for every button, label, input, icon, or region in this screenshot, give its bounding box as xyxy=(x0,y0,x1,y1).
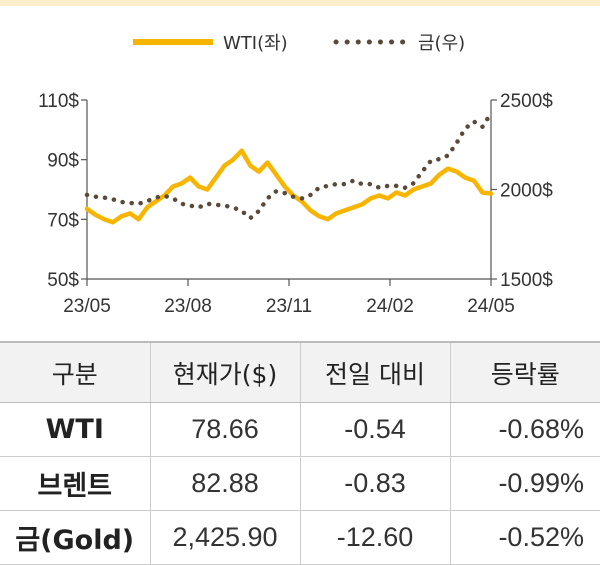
header-price: 현재가($) xyxy=(149,341,300,403)
left-tick-label: 70$ xyxy=(47,210,79,231)
row-name: 금(Gold) xyxy=(0,510,150,565)
table-row: 브렌트 82.88 -0.83 -0.99% xyxy=(0,456,600,511)
left-tick-label: 50$ xyxy=(47,270,79,291)
line-chart: WTI(좌) 금(우) 110$ 90$ 70$ 50$ 2500$ 2000$ 1500$… xyxy=(38,33,553,317)
x-tick-label: 23/08 xyxy=(164,296,212,317)
chart-ticks: 110$ 90$ 70$ 50$ 2500$ 2000$ 1500$ 23/05 23/08 23… xyxy=(38,91,553,317)
plot-area xyxy=(84,111,494,225)
row-rate: -0.68% xyxy=(449,402,600,457)
legend-wti-label: WTI(좌) xyxy=(223,33,288,54)
row-name: WTI xyxy=(0,402,150,457)
x-tick-label: 23/11 xyxy=(266,296,312,317)
top-border xyxy=(0,0,600,6)
chart-legend: WTI(좌) 금(우) xyxy=(133,33,465,54)
row-change: -12.60 xyxy=(299,510,450,565)
table-row: WTI 78.66 -0.54 -0.68% xyxy=(0,402,600,457)
row-name: 브렌트 xyxy=(0,456,150,511)
price-table: 구분 현재가($) 전일 대비 등락률 WTI 78.66 -0.54 -0.6… xyxy=(0,341,600,565)
gold-series-line xyxy=(84,111,494,221)
x-tick-label: 24/05 xyxy=(467,296,515,317)
row-change: -0.54 xyxy=(299,402,450,457)
row-price: 78.66 xyxy=(149,402,300,457)
row-price: 82.88 xyxy=(149,456,300,511)
row-change: -0.83 xyxy=(299,456,450,511)
row-rate: -0.99% xyxy=(449,456,600,511)
left-tick-label: 90$ xyxy=(47,151,79,172)
legend-gold-label: 금(우) xyxy=(418,33,465,54)
left-tick-label: 110$ xyxy=(38,91,79,112)
right-tick-label: 2500$ xyxy=(500,91,553,112)
table-header-row: 구분 현재가($) 전일 대비 등락률 xyxy=(0,341,600,403)
table-row: 금(Gold) 2,425.90 -12.60 -0.52% xyxy=(0,510,600,565)
x-tick-label: 24/02 xyxy=(366,296,414,317)
header-category: 구분 xyxy=(0,341,150,403)
x-tick-label: 23/05 xyxy=(63,296,111,317)
row-price: 2,425.90 xyxy=(149,510,300,565)
header-change: 전일 대비 xyxy=(299,341,450,403)
header-rate: 등락률 xyxy=(449,341,600,403)
wti-series-line xyxy=(84,148,494,225)
row-rate: -0.52% xyxy=(449,510,600,565)
right-tick-label: 2000$ xyxy=(500,181,553,202)
right-tick-label: 1500$ xyxy=(500,270,553,291)
